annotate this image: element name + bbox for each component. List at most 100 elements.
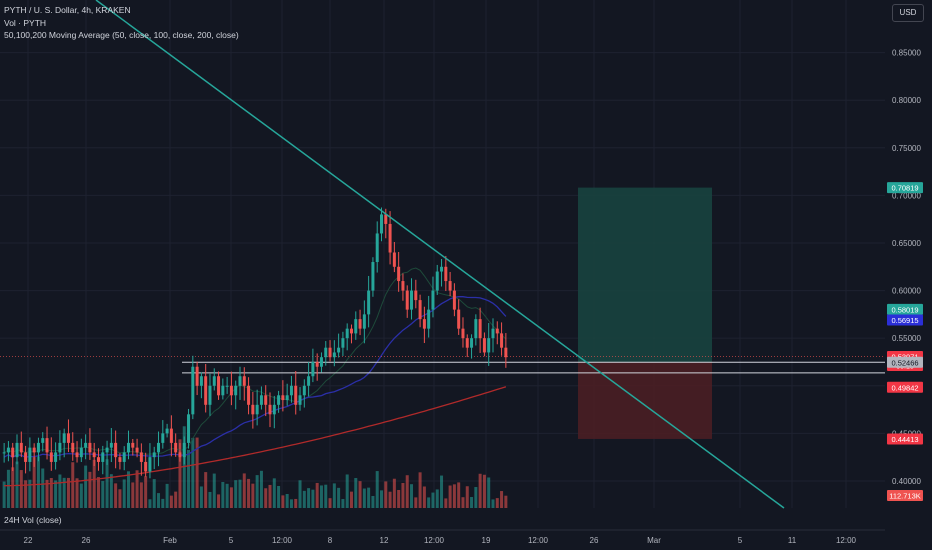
volume-bar [367,487,371,508]
time-tick: Feb [163,536,177,545]
volume-bar [242,473,246,508]
price-label-text: 0.70819 [891,184,918,193]
volume-label-bg [887,490,923,501]
candle [54,452,58,462]
trendline[interactable] [95,0,785,509]
volume-bar [36,456,40,508]
candle [165,428,169,434]
currency-button[interactable]: USD [892,4,924,22]
volume-bar [118,489,122,508]
volume-bar [169,495,173,508]
volume-bar [204,472,208,508]
volume-bar [324,484,328,508]
candle [28,447,32,462]
candle [307,376,311,386]
position-tool[interactable] [578,187,712,439]
volume-bar [427,497,431,508]
candle [251,404,255,415]
candle [79,447,83,458]
candle [324,347,328,358]
volume-bar [277,485,281,508]
volume-bar [474,487,478,508]
candle [431,290,435,310]
volume-bar [152,479,156,508]
candle [118,457,122,462]
volume-bar [328,498,332,508]
volume-bar [212,473,216,508]
candle [405,290,409,310]
volume-bar [452,484,456,508]
volume-bar [126,471,131,508]
volume-bar [345,474,349,508]
price-label-bg [887,182,923,194]
price-tick: 0.80000 [892,96,921,105]
price-labels: 0.708190.580190.569150.5307155:130.52466… [887,182,923,501]
volume-bar [157,493,161,508]
volume-bar [281,495,285,508]
candle [500,333,504,348]
candle [362,314,366,329]
candle [204,376,208,405]
price-label-text: 0.58019 [891,305,918,314]
candle [32,447,36,453]
ma-legend[interactable]: 50,100,200 Moving Average (50, close, 10… [4,30,239,40]
volume-bar [371,495,375,508]
candle [268,404,272,415]
volume-bar [354,478,358,508]
candle [358,319,362,329]
volume-bar [422,486,426,508]
candle [126,442,131,453]
volume-bar [92,459,96,508]
candle [315,361,319,367]
candle [169,428,173,443]
time-tick: 5 [738,536,743,545]
candle [199,376,203,386]
candle [2,452,6,454]
ma50-line [3,267,507,455]
support-lines[interactable] [0,356,885,374]
volume-bar [349,491,353,508]
volume-bar [418,472,422,508]
price-tick: 0.60000 [892,287,921,296]
time-axis[interactable]: 22 26 Feb 5 12:00 8 12 12:00 19 12:00 26 Mar 5 11 12:0… [0,529,885,545]
volume-bar [88,471,92,508]
volume-bar [41,468,45,508]
candle [328,347,332,358]
volume-bar [487,477,491,508]
volume-bar [482,474,486,508]
candle [217,376,221,396]
price-label-bg [887,356,923,368]
candle [58,442,62,453]
volume-bar [19,470,23,508]
symbol-title[interactable]: PYTH / U. S. Dollar, 4h, KRAKEN [4,5,131,15]
candle [41,438,45,443]
volume-bar [11,467,15,508]
candle [478,319,482,339]
chart-legend: PYTH / U. S. Dollar, 4h, KRAKEN Vol · PY… [4,4,239,42]
volume-bar [384,481,388,508]
candle [427,309,431,329]
candle [6,447,10,453]
volume-bar [495,498,499,508]
price-tick: 0.75000 [892,144,921,153]
time-tick: 12:00 [836,536,857,545]
candle [367,290,371,315]
candle [152,452,156,458]
target-zone [578,187,712,363]
volume-bar [392,478,396,508]
volume-legend[interactable]: Vol · PYTH [4,17,47,28]
volume-bar [161,498,165,508]
price-axis[interactable]: 0.400000.450000.500000.550000.600000.650… [892,49,921,486]
volume-bar [165,483,169,508]
moving-averages [3,267,507,487]
volume-bar [388,491,392,508]
price-label-text: 0.44413 [891,435,918,444]
time-tick: 19 [482,536,491,545]
candle [255,404,259,415]
volume-bar [32,455,36,508]
candle [354,319,358,334]
volume-bar [75,478,79,508]
volume-bar [285,493,289,508]
volume-bar [319,485,323,508]
